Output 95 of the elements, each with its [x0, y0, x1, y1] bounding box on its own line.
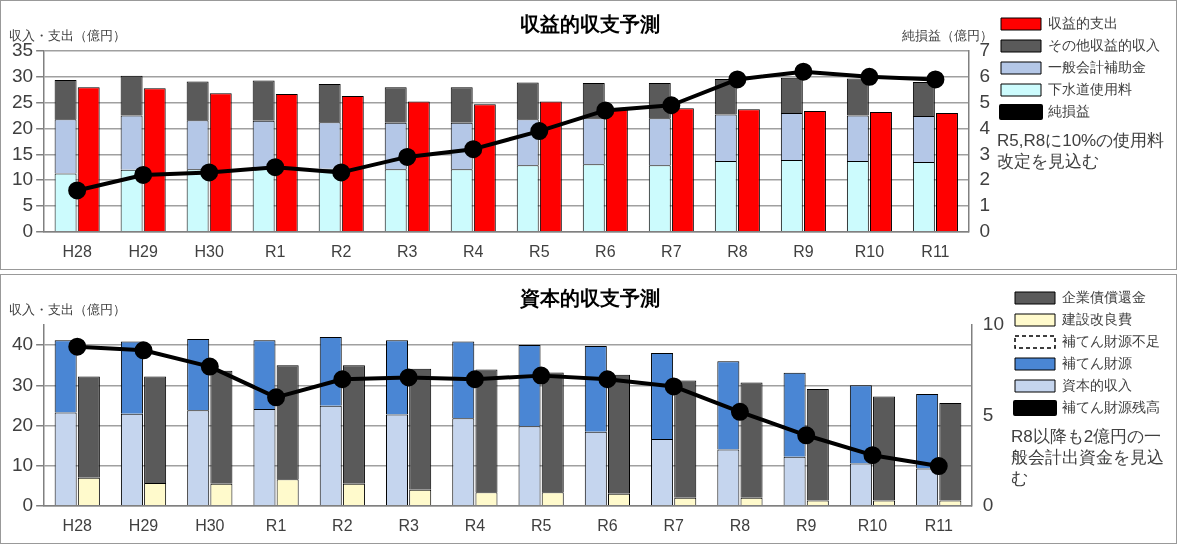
x-tick-label: R10: [854, 242, 885, 260]
point: [398, 147, 417, 166]
x-tick-label: R9: [795, 516, 817, 534]
point: [860, 67, 879, 86]
y2-tick-label: 3: [979, 142, 991, 164]
point: [200, 357, 219, 376]
point: [134, 165, 153, 184]
legend-label: 純損益: [1048, 102, 1090, 119]
y2-tick-label: 6: [979, 65, 991, 87]
point: [68, 181, 87, 200]
point: [200, 163, 219, 182]
legend-label: 下水道使用料: [1048, 80, 1132, 97]
y2-axis-title: 純損益（億円）: [902, 28, 993, 44]
point: [267, 388, 286, 407]
x-tick-label: R1: [264, 242, 286, 260]
x-tick-label: R5: [530, 516, 552, 534]
y-tick-label: 10: [11, 453, 34, 475]
legend-label: 補てん財源: [1062, 354, 1132, 371]
point: [664, 377, 683, 396]
legend-label: 補てん財源残高: [1062, 398, 1160, 415]
y2-tick-label: 5: [982, 403, 994, 425]
point: [730, 402, 749, 421]
x-tick-label: R11: [921, 242, 950, 260]
y2-tick-label: 10: [982, 313, 1005, 335]
y2-tick-label: 0: [982, 494, 994, 516]
point: [465, 370, 484, 389]
x-tick-label: R8: [729, 516, 751, 534]
legend-label: 一般会計補助金: [1048, 58, 1146, 75]
point: [929, 457, 948, 476]
x-tick-label: H28: [62, 516, 93, 534]
point: [530, 122, 549, 141]
y-tick-label: 30: [11, 65, 34, 87]
y-tick-label: 20: [11, 413, 34, 435]
x-tick-label: R6: [595, 242, 616, 260]
point: [399, 368, 418, 387]
x-tick-label: R3: [397, 242, 418, 260]
x-tick-label: R5: [529, 242, 550, 260]
x-tick-label: R3: [398, 516, 419, 534]
y-tick-label: 5: [22, 194, 34, 216]
y2-tick-label: 2: [979, 168, 991, 190]
point: [794, 62, 813, 81]
point: [332, 163, 351, 182]
legend-label: その他収益的収入: [1048, 36, 1160, 53]
x-tick-label: R6: [597, 516, 618, 534]
x-tick-label: R7: [663, 516, 684, 534]
x-tick-label: H28: [62, 242, 92, 260]
y-tick-label: 15: [11, 142, 34, 164]
legend-label: 建設改良費: [1061, 310, 1132, 327]
point: [926, 70, 945, 89]
text: R8以降も2億円の一般会計出資金を見込む: [1011, 427, 1164, 489]
y2-tick-label: 0: [979, 220, 991, 242]
y2-tick-label: 4: [979, 116, 991, 138]
x-tick-label: R10: [857, 516, 888, 534]
x-tick-label: H30: [195, 516, 225, 534]
y-tick-label: 0: [22, 220, 34, 242]
point: [134, 341, 153, 360]
y2-tick-label: 5: [979, 90, 991, 112]
x-tick-label: R9: [793, 242, 814, 260]
y-axis-title: 収入・支出（億円）: [9, 302, 126, 318]
y-tick-label: 25: [11, 90, 34, 112]
x-tick-label: H29: [128, 242, 158, 260]
x-tick-label: R2: [332, 516, 353, 534]
point: [797, 426, 816, 445]
point: [863, 446, 882, 465]
text: R5,R8に10%の使用料改定を見込む: [997, 131, 1165, 172]
y2-tick-label: 1: [979, 194, 991, 216]
chart-title: 資本的収支予測: [518, 286, 660, 309]
point: [464, 140, 483, 159]
y-tick-label: 30: [11, 373, 34, 395]
x-tick-label: R8: [727, 242, 748, 260]
y-tick-label: 20: [11, 116, 34, 138]
y-tick-label: 10: [11, 168, 34, 190]
point: [333, 370, 352, 389]
point: [266, 158, 285, 177]
point: [662, 96, 681, 115]
y-tick-label: 0: [22, 494, 34, 516]
x-tick-label: H30: [194, 242, 224, 260]
chart-title: 収益的収支予測: [519, 12, 660, 35]
x-tick-label: R1: [265, 516, 287, 534]
legend-label: 補てん財源不足: [1062, 332, 1160, 349]
legend-label: 収益的支出: [1048, 14, 1118, 31]
point: [728, 70, 747, 89]
x-tick-label: R4: [464, 516, 486, 534]
x-tick-label: R2: [331, 242, 352, 260]
point: [532, 366, 551, 385]
x-tick-label: R4: [463, 242, 484, 260]
point: [596, 101, 615, 120]
legend-label: 資本的収入: [1062, 376, 1132, 393]
point: [68, 337, 87, 356]
x-tick-label: H29: [128, 516, 159, 534]
x-tick-label: R11: [924, 516, 953, 534]
x-tick-label: R7: [661, 242, 682, 260]
y-tick-label: 40: [11, 333, 34, 355]
point: [598, 370, 617, 389]
legend-label: 企業債償還金: [1062, 288, 1146, 305]
